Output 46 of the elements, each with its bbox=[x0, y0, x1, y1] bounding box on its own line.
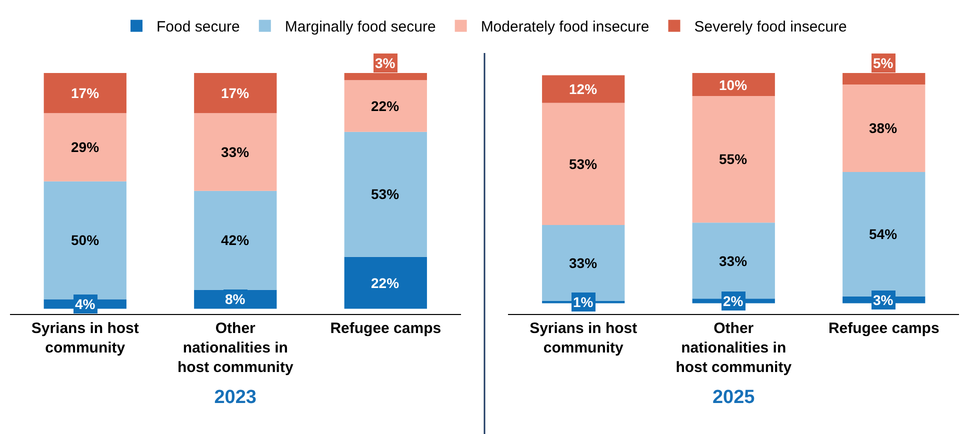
bar bbox=[842, 172, 926, 296]
data-label: 17% bbox=[221, 85, 250, 101]
x-tick-label: Other nationalities in host community bbox=[676, 320, 792, 376]
data-label: 53% bbox=[371, 186, 400, 202]
x-tick-label: Other nationalities in host community bbox=[177, 320, 294, 376]
x-tick-label: Refugee camps bbox=[828, 320, 940, 337]
x-axis-title: 2025 bbox=[712, 386, 756, 408]
data-label: 38% bbox=[869, 120, 898, 136]
data-label: 2% bbox=[723, 293, 744, 309]
bar bbox=[344, 80, 427, 132]
x-tick-label: Syrians in host community bbox=[530, 320, 638, 356]
data-label: 54% bbox=[869, 226, 898, 242]
legend-label: Marginally food secure bbox=[284, 18, 436, 36]
bar bbox=[194, 190, 277, 290]
data-label: 33% bbox=[719, 253, 748, 269]
legend-label: Moderately food insecure bbox=[480, 18, 650, 36]
data-label: 22% bbox=[371, 98, 400, 114]
data-label: 1% bbox=[573, 294, 594, 310]
data-label: 12% bbox=[569, 81, 598, 97]
data-label: 3% bbox=[873, 292, 894, 308]
data-label: 10% bbox=[719, 77, 748, 93]
data-label: 5% bbox=[873, 55, 894, 71]
bar bbox=[344, 132, 427, 257]
x-tick-label: Syrians in host community bbox=[31, 320, 139, 356]
data-label: 8% bbox=[225, 291, 246, 307]
bar bbox=[692, 96, 775, 223]
bar bbox=[44, 181, 126, 300]
data-label: 22% bbox=[371, 275, 400, 291]
data-label: 33% bbox=[221, 144, 250, 160]
data-label: 33% bbox=[569, 255, 598, 271]
bar bbox=[44, 113, 126, 182]
data-label: 53% bbox=[569, 156, 598, 172]
bar bbox=[542, 102, 625, 225]
data-label: 4% bbox=[75, 296, 96, 312]
legend-label: Severely food insecure bbox=[694, 18, 847, 36]
data-label: 29% bbox=[71, 139, 100, 155]
data-label: 55% bbox=[719, 151, 748, 167]
data-label: 50% bbox=[71, 232, 100, 248]
x-tick-label: Refugee camps bbox=[330, 320, 442, 337]
legend-label: Food secure bbox=[156, 18, 240, 36]
data-label: 3% bbox=[375, 55, 396, 71]
bar bbox=[842, 84, 926, 172]
bar bbox=[194, 113, 277, 191]
data-label: 17% bbox=[71, 85, 100, 101]
x-axis-title: 2023 bbox=[214, 386, 257, 408]
data-label: 42% bbox=[221, 232, 250, 248]
